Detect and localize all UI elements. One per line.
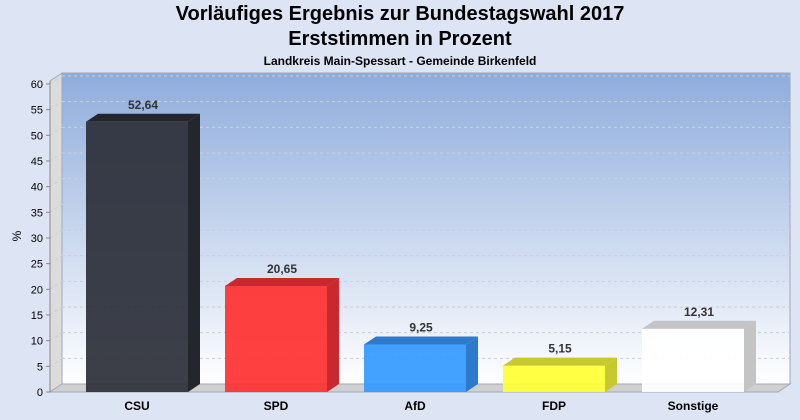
data-label: 9,25	[409, 321, 433, 335]
x-tick-label: CSU	[124, 399, 149, 413]
bar-sonstige-top	[642, 320, 756, 329]
gridline-side	[49, 332, 63, 342]
y-tick-label: 5	[37, 361, 43, 373]
gridline-side	[49, 280, 63, 290]
y-tick-label: 55	[31, 105, 43, 117]
gridline-side	[49, 357, 63, 367]
y-tick-label: 10	[31, 336, 43, 348]
y-tick-label: 25	[31, 259, 43, 271]
plot-left-wall	[49, 72, 63, 393]
bar-afd-side	[466, 336, 478, 392]
bar-spd-side	[327, 277, 339, 392]
bar-fdp-side	[605, 357, 617, 392]
bar-sonstige-front	[642, 328, 744, 392]
y-tick-label: 50	[31, 130, 43, 142]
bar-fdp-front	[503, 365, 605, 392]
gridline-side	[49, 255, 63, 265]
gridline-side	[49, 152, 63, 162]
gridline-side	[49, 229, 63, 239]
data-label: 52,64	[128, 98, 158, 112]
bar-afd-top	[364, 336, 478, 345]
y-axis-label: %	[10, 230, 24, 241]
gridline-side	[49, 126, 63, 136]
bar-csu-top	[86, 113, 200, 122]
data-label: 5,15	[548, 342, 572, 356]
bar-spd-front	[225, 285, 327, 392]
bar-sonstige-side	[744, 320, 756, 392]
gridline-side	[49, 178, 63, 188]
y-tick-label: 20	[31, 284, 43, 296]
y-tick-label: 30	[31, 233, 43, 245]
y-tick-label: 0	[37, 387, 43, 399]
chart-title: Vorläufiges Ergebnis zur Bundestagswahl …	[175, 3, 625, 25]
y-tick-label: 40	[31, 182, 43, 194]
gridline-side	[49, 203, 63, 213]
chart-location: Landkreis Main-Spessart - Gemeinde Birke…	[263, 54, 537, 68]
bar-spd-top	[225, 277, 339, 286]
gridline-side	[49, 75, 63, 85]
y-tick-label: 15	[31, 310, 43, 322]
x-tick-label: AfD	[404, 399, 426, 413]
x-tick-label: SPD	[264, 399, 289, 413]
bar-csu-front	[86, 121, 188, 392]
y-tick-label: 35	[31, 207, 43, 219]
bar-csu-side	[188, 113, 200, 392]
gridline-side	[49, 306, 63, 316]
chart-subtitle: Erststimmen in Prozent	[288, 28, 512, 50]
gridline-side	[49, 101, 63, 111]
data-label: 20,65	[267, 262, 297, 276]
data-label: 12,31	[684, 305, 714, 319]
x-tick-label: FDP	[542, 399, 566, 413]
y-tick-label: 60	[31, 79, 43, 91]
x-tick-label: Sonstige	[668, 399, 719, 413]
y-tick-label: 45	[31, 156, 43, 168]
bar-afd-front	[364, 344, 466, 392]
bar-fdp-top	[503, 357, 617, 366]
